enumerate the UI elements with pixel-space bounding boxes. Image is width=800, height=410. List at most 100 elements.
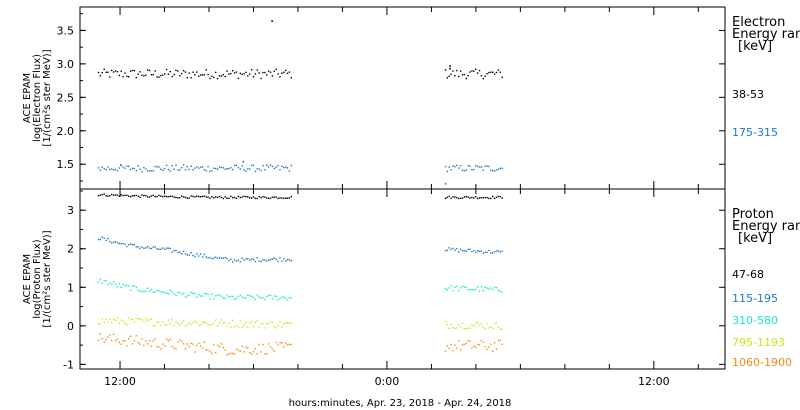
data-point [235,324,238,326]
data-point [254,260,257,263]
data-point [478,344,481,346]
data-point [186,76,188,79]
data-point [103,193,105,195]
data-point [146,343,149,345]
data-point [218,166,221,168]
data-point [199,253,202,255]
data-point [264,71,266,74]
data-point [458,75,460,78]
data-point [444,250,447,252]
data-point [273,350,275,352]
data-point [226,257,228,260]
data-point [473,249,475,252]
data-point [162,343,164,345]
data-point [273,167,275,170]
data-point [150,288,153,291]
data-point [283,323,285,325]
data-point [211,196,213,198]
data-point [160,291,162,293]
data-point [454,249,456,251]
data-point [116,242,119,244]
data-point [222,322,224,324]
data-point [156,289,158,292]
data-point [271,196,274,198]
series-38-53 [97,20,503,80]
data-point [486,322,488,325]
data-point [112,318,115,320]
legend-entry: 175-315 [732,126,778,139]
data-point [207,323,209,326]
data-point [454,75,456,77]
data-point [158,321,160,323]
data-point [160,168,162,170]
data-point [101,193,103,196]
data-point [164,345,166,347]
data-point [486,73,488,75]
data-point [122,76,124,78]
data-point [109,334,111,336]
x-tick-label: 12:00 [104,375,136,388]
data-point [162,74,164,76]
data-point [286,259,289,261]
data-point [109,195,111,197]
data-point [490,326,492,328]
data-point [254,348,257,350]
data-point [283,258,285,260]
data-point [249,294,251,297]
data-point [177,251,179,254]
data-point [245,297,247,299]
data-point [179,324,181,326]
data-point [190,291,192,294]
data-point [245,346,247,348]
data-point [215,256,217,258]
data-point [165,164,168,167]
data-point [461,344,464,346]
data-point [112,194,115,196]
data-point [120,194,122,196]
data-point [215,196,217,198]
data-point [499,251,501,253]
data-point [173,73,175,76]
data-point [492,327,494,330]
data-point [461,322,464,324]
data-point [160,74,162,77]
data-point [448,327,450,329]
data-point [124,243,126,245]
data-point [114,283,117,285]
data-point [209,298,211,300]
data-point [165,292,168,294]
data-point [281,260,283,262]
data-point [271,20,273,22]
data-point [235,197,238,200]
data-point [258,326,260,328]
data-point [156,76,158,78]
data-point [493,286,496,288]
data-point [290,77,292,79]
data-point [162,247,164,249]
data-point [224,297,226,300]
data-point [247,168,249,170]
data-point [148,170,151,172]
data-point [269,320,272,323]
data-point [146,196,149,198]
data-point [285,342,287,344]
data-point [281,72,283,74]
y-tick-label: 3.5 [57,24,75,37]
data-point [247,196,249,198]
data-point [99,194,102,196]
data-point [205,69,207,71]
data-point [171,319,173,321]
data-point [260,169,262,172]
data-point [133,339,136,342]
data-point [290,322,292,324]
data-point [150,195,153,197]
data-point [181,293,183,295]
data-point [488,197,490,200]
data-point [215,319,217,321]
data-point [203,195,206,197]
data-point [456,285,458,288]
data-point [105,168,107,171]
legend-entry: 38-53 [732,88,764,101]
data-point [124,340,126,342]
data-point [478,69,481,72]
